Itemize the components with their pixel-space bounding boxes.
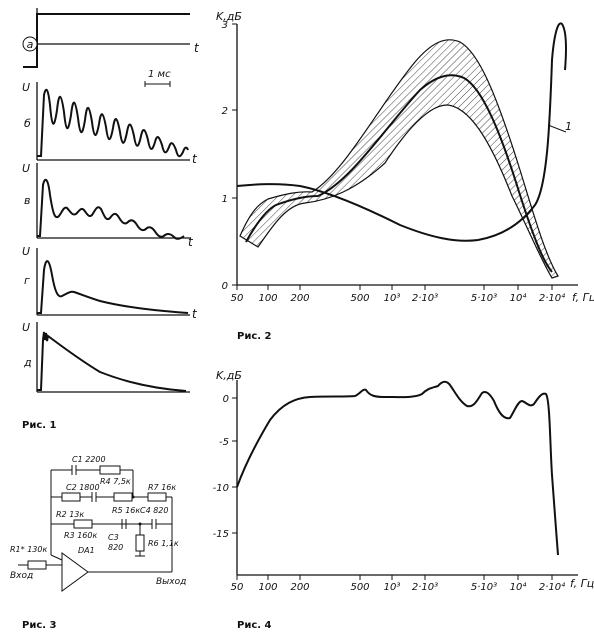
x-tick-label: 100 (258, 293, 277, 304)
x-tick-label: 500 (350, 582, 369, 593)
label-r3: R3 160к (64, 531, 97, 540)
x-tick-label: 500 (350, 293, 369, 304)
x-tick-label: 200 (290, 293, 309, 304)
y-tick-label: 2 (222, 106, 228, 117)
label-c4: C4 820 (140, 506, 169, 515)
panel-letter: г (24, 274, 30, 287)
step-signal (23, 13, 190, 68)
fig1-panel-b: U б t (22, 81, 198, 166)
y-axis-title: K,дБ (216, 10, 242, 23)
resistor-r4 (99, 465, 121, 475)
x-axis-label: t (188, 235, 194, 249)
y-axis-title: K,дБ (216, 369, 242, 382)
y-axis-label: U (22, 245, 30, 258)
y-tick-label: -10 (213, 483, 229, 494)
label-r5: R5 16к (112, 506, 140, 515)
y-ticks: 3 2 1 0 (222, 20, 237, 292)
panel-letter-circle (22, 36, 38, 52)
response-curve-nominal (245, 74, 553, 273)
time-scale-bar: 1 мс (144, 69, 171, 87)
label-r6: R6 1,1к (148, 539, 179, 548)
label-r1: R1* 130к (10, 545, 47, 554)
resistor-r2 (61, 492, 81, 502)
y-tick-label: 3 (222, 20, 228, 31)
label-r7: R7 16к (148, 483, 176, 492)
panel-letter: в (24, 194, 30, 207)
panel-letter: б (24, 117, 31, 130)
x-tick-label: 2·10⁴ (539, 581, 565, 593)
x-tick-label: 2·10⁴ (539, 292, 565, 304)
x-tick-label: 2·10³ (412, 582, 438, 593)
fig1-panel-v: U в t (22, 162, 194, 249)
resistor-r3 (73, 519, 93, 529)
curve-label: 1 (565, 120, 572, 133)
x-tick-label: 50 (231, 293, 244, 304)
y-tick-label: 0 (222, 281, 228, 292)
y-ticks: 0 -5 -10 -15 (213, 394, 237, 540)
signal-waveform (37, 178, 185, 240)
x-tick-label: 10³ (384, 582, 401, 593)
x-axis-label: t (192, 307, 198, 321)
x-ticks: 50 100 200 500 10³ 2·10³ 5·10³ 10⁴ 2·10⁴ (231, 285, 565, 304)
y-tick-label: -15 (213, 529, 229, 540)
label-c2: C2 1800 (66, 483, 100, 492)
x-axis-label: t (194, 41, 200, 55)
resistor-r6 (135, 534, 145, 552)
label-c3-value: 820 (108, 543, 123, 552)
label-da1: DA1 (78, 546, 95, 555)
x-axis-label: t (192, 152, 198, 166)
fig1-panel-g: U г t (22, 245, 198, 321)
x-tick-label: 100 (258, 582, 277, 593)
damped-oscillation (37, 88, 189, 158)
y-axis-label: U (22, 81, 30, 94)
x-tick-label: 2·10³ (412, 293, 438, 304)
opamp-da1 (61, 552, 89, 592)
resistor-r1 (27, 560, 47, 570)
label-c3-name: C3 (108, 533, 119, 542)
signal-waveform (37, 331, 187, 392)
figure-caption: Рис. 1 (22, 420, 57, 431)
resistor-r5 (113, 492, 133, 502)
y-tick-label: 1 (222, 194, 228, 205)
y-tick-label: -5 (219, 437, 229, 448)
label-r4: R4 7,5к (100, 477, 131, 486)
tolerance-band (239, 39, 559, 279)
figure-caption: Рис. 2 (237, 331, 272, 342)
y-axis-label: U (22, 162, 30, 175)
panel-letter: д (23, 356, 32, 369)
label-r2: R2 13к (56, 510, 84, 519)
x-tick-label: 5·10³ (471, 293, 497, 304)
fig2: K,дБ f, Гц 3 2 1 0 50 100 200 500 10³ 2·10³ 5·10³… (216, 10, 594, 342)
signal-waveform (37, 260, 189, 314)
input-label: Вход (10, 571, 33, 581)
output-label: Выход (156, 577, 186, 587)
response-curve (236, 380, 559, 556)
figure-caption: Рис. 4 (237, 620, 272, 631)
fig3-schematic: C1 2200 R4 7,5к C2 1800 R7 16к R2 13к R5… (10, 455, 186, 631)
x-axis-title: f, Гц (570, 577, 594, 590)
figure-caption: Рис. 3 (22, 620, 57, 631)
x-tick-label: 5·10³ (471, 582, 497, 593)
y-axis-label: U (22, 321, 30, 334)
panel-letter: а (27, 38, 34, 51)
fig1: а t 1 мс U б t U в t (22, 8, 200, 431)
y-tick-label: 0 (223, 394, 229, 405)
fig4: K,дБ f, Гц 0 -5 -10 -15 50 100 200 500 10³ 2·10³… (213, 369, 594, 631)
x-tick-label: 200 (290, 582, 309, 593)
response-curve-1 (236, 22, 567, 242)
scale-label: 1 мс (148, 69, 171, 80)
x-tick-label: 10⁴ (510, 292, 527, 304)
x-tick-label: 10³ (384, 293, 401, 304)
fig1-panel-a: а t (22, 8, 200, 68)
x-tick-label: 50 (231, 582, 244, 593)
x-axis-title: f, Гц (572, 291, 594, 304)
fig1-panel-d: U д (22, 321, 190, 393)
x-ticks: 50 100 200 500 10³ 2·10³ 5·10³ 10⁴ 2·10⁴ (231, 575, 565, 593)
x-tick-label: 10⁴ (510, 581, 527, 593)
resistor-r7 (147, 492, 167, 502)
label-c1: C1 2200 (72, 455, 106, 464)
